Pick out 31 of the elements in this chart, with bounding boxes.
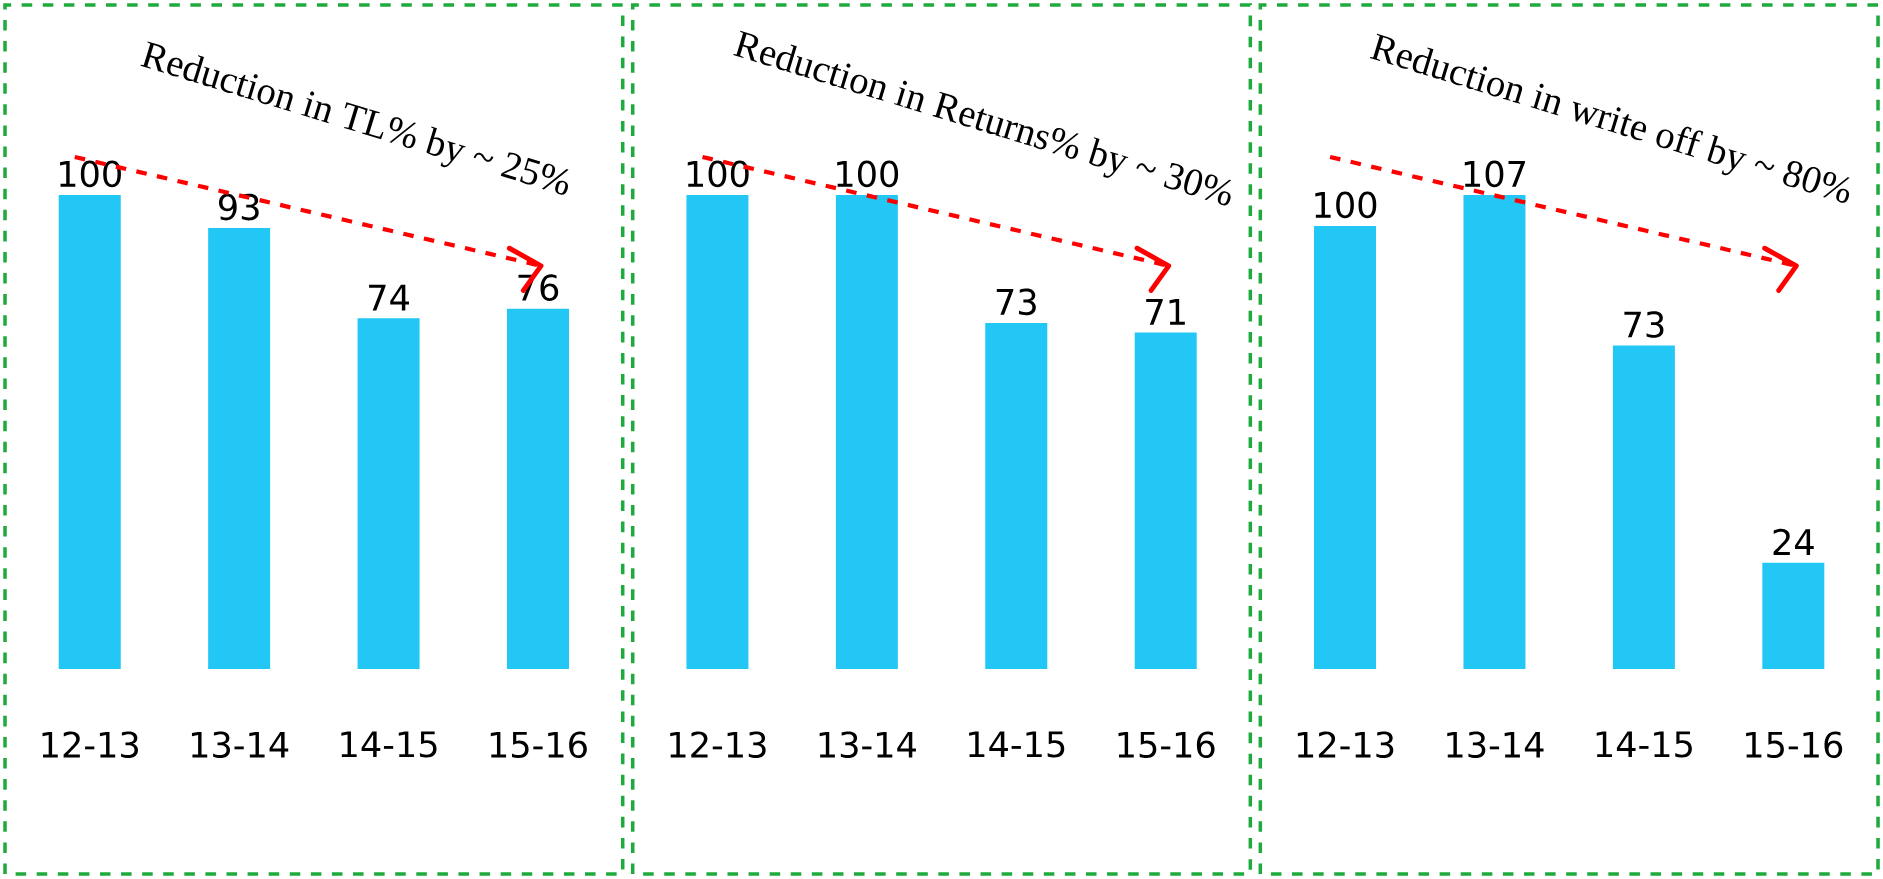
bar xyxy=(507,308,569,670)
bar xyxy=(208,228,271,670)
x-tick-label: 15-16 xyxy=(1118,731,1215,759)
data-label: 107 xyxy=(1464,160,1525,188)
bar xyxy=(1314,225,1377,670)
data-label: 100 xyxy=(60,160,121,188)
x-tick-label: 15-16 xyxy=(1746,731,1843,759)
x-tick-label: 15-16 xyxy=(490,731,587,759)
data-label: 73 xyxy=(1624,311,1664,338)
bar xyxy=(1612,345,1675,670)
x-tick-label: 12-13 xyxy=(670,731,766,759)
data-label: 93 xyxy=(218,193,259,221)
data-label: 100 xyxy=(837,160,899,188)
x-tick-label: 12-13 xyxy=(42,731,138,759)
data-label: 24 xyxy=(1773,528,1814,555)
data-label: 74 xyxy=(369,284,409,311)
x-tick-label: 14-15 xyxy=(341,731,437,758)
bar xyxy=(1463,194,1526,670)
x-tick-label: 12-13 xyxy=(1297,731,1394,759)
data-label: 100 xyxy=(1315,191,1377,219)
data-label: 73 xyxy=(996,288,1036,316)
data-label: 100 xyxy=(687,160,749,188)
x-tick-label: 13-14 xyxy=(819,731,916,759)
data-label: 71 xyxy=(1146,299,1185,325)
x-tick-label: 13-14 xyxy=(1447,731,1544,759)
x-tick-label: 14-15 xyxy=(969,731,1065,758)
bar xyxy=(357,318,420,670)
bar xyxy=(1762,562,1825,670)
bar xyxy=(58,194,121,670)
x-tick-label: 14-15 xyxy=(1596,731,1692,758)
x-tick-label: 13-14 xyxy=(191,731,289,759)
